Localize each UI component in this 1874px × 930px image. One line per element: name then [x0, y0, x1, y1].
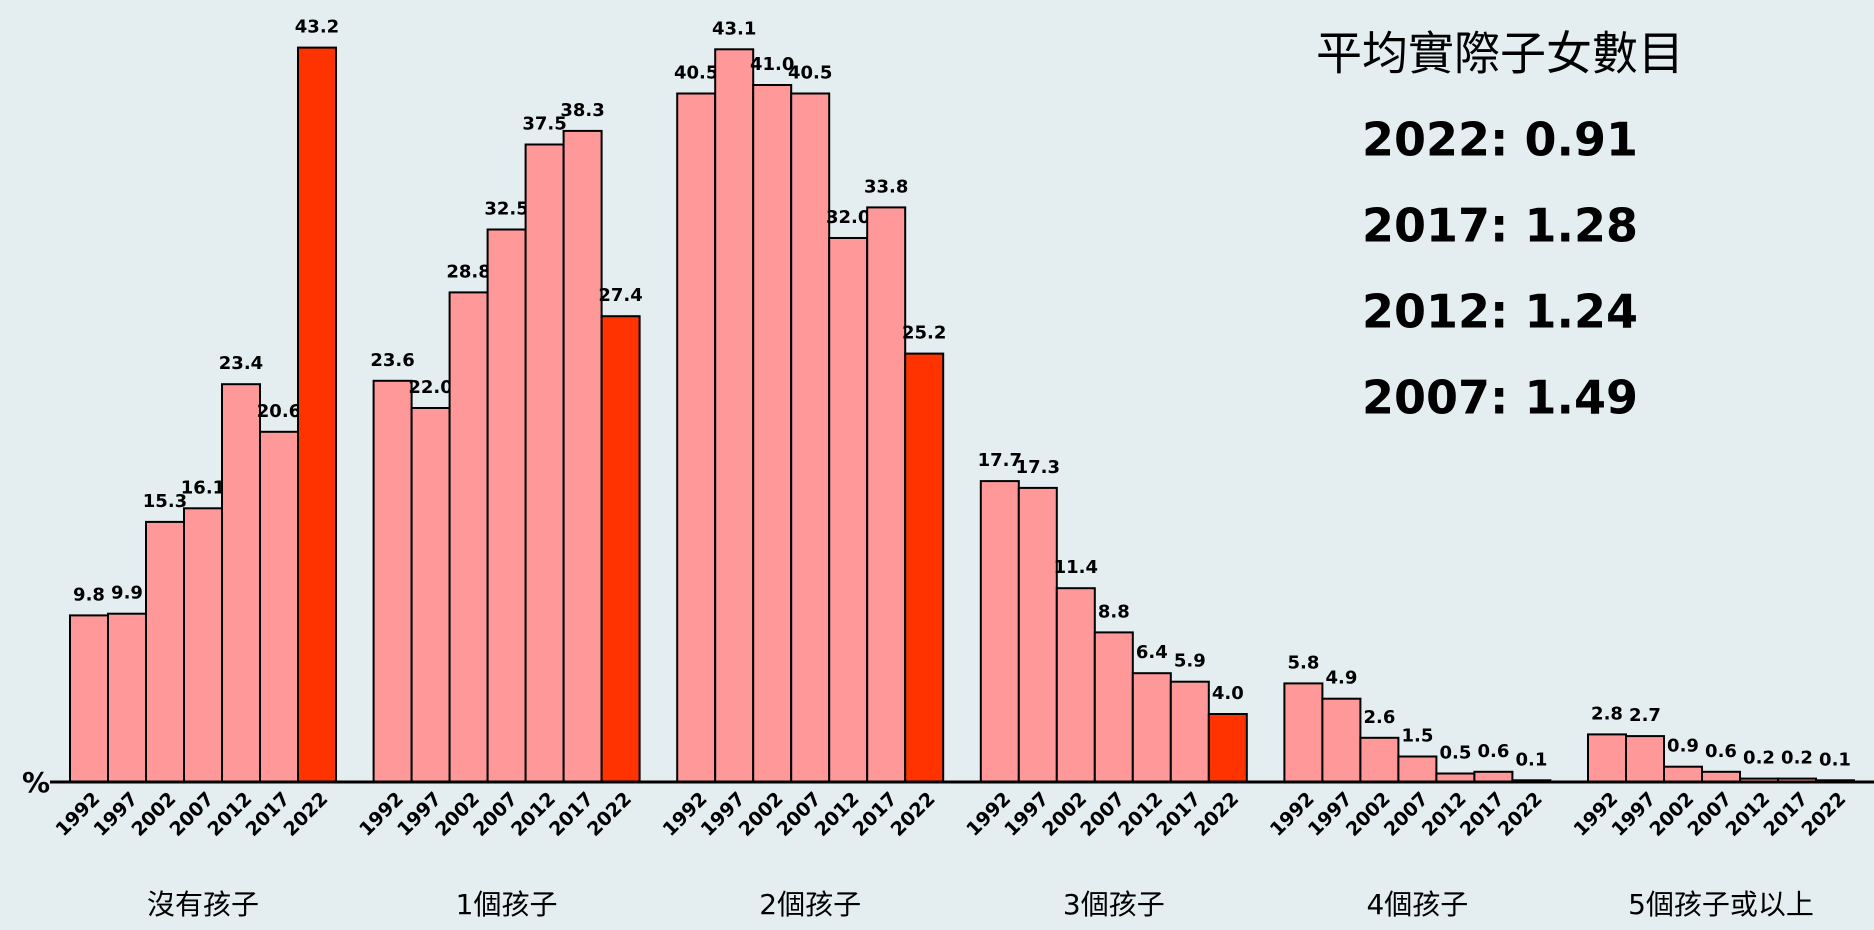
bar — [1093, 631, 1134, 784]
category-label: 1個孩子 — [456, 888, 558, 921]
value-label: 0.6 — [1477, 741, 1509, 762]
value-label: 43.2 — [295, 17, 339, 38]
value-label: 27.4 — [598, 285, 642, 306]
bar — [979, 480, 1020, 783]
bar — [714, 48, 755, 784]
bar — [866, 206, 907, 783]
bar — [221, 383, 261, 783]
bar — [1017, 486, 1058, 783]
bar — [372, 379, 413, 783]
annotation-line: 2022: 0.91 — [1362, 113, 1638, 167]
bar — [562, 129, 603, 783]
bar — [259, 430, 299, 783]
category-label: 2個孩子 — [759, 888, 861, 921]
bar — [448, 291, 489, 783]
bar — [69, 614, 109, 784]
value-label: 0.2 — [1743, 748, 1775, 769]
value-label: 4.9 — [1325, 668, 1357, 689]
value-label: 0.2 — [1781, 748, 1813, 769]
value-label: 23.4 — [219, 353, 263, 374]
value-label: 33.8 — [864, 176, 908, 197]
value-label: 2.8 — [1591, 703, 1623, 724]
value-label: 8.8 — [1098, 601, 1130, 622]
annotation-line: 2012: 1.24 — [1362, 285, 1638, 339]
value-label: 32.5 — [484, 199, 528, 220]
bar — [1055, 587, 1096, 784]
bar — [676, 92, 717, 783]
bar — [297, 46, 337, 784]
value-label: 0.1 — [1819, 749, 1851, 770]
category-label: 4個孩子 — [1366, 888, 1468, 921]
value-label: 0.6 — [1705, 741, 1737, 762]
value-label: 17.7 — [978, 450, 1022, 471]
value-label: 16.1 — [181, 477, 225, 498]
category-label: 沒有孩子 — [147, 888, 259, 921]
value-label: 37.5 — [522, 114, 566, 135]
annotation-line: 2007: 1.49 — [1362, 371, 1638, 425]
value-label: 5.8 — [1287, 652, 1319, 673]
value-label: 22.0 — [408, 377, 452, 398]
value-label: 43.1 — [712, 18, 756, 39]
annotation-line: 2017: 1.28 — [1362, 199, 1638, 253]
value-label: 15.3 — [143, 491, 187, 512]
category-label: 3個孩子 — [1063, 888, 1165, 921]
bar — [145, 520, 185, 784]
bar — [828, 237, 869, 783]
bar — [1625, 735, 1665, 783]
value-label: 32.0 — [826, 207, 870, 228]
bar — [904, 352, 945, 783]
value-label: 38.3 — [560, 100, 604, 121]
value-label: 9.9 — [111, 583, 143, 604]
category-label: 5個孩子或以上 — [1628, 888, 1814, 921]
bar — [1473, 770, 1514, 783]
bar — [1397, 755, 1438, 783]
bar — [1701, 770, 1741, 783]
value-label: 40.5 — [788, 63, 832, 84]
value-label: 2.6 — [1363, 707, 1395, 728]
bar — [1359, 736, 1400, 783]
bar — [1283, 682, 1324, 784]
value-label: 5.9 — [1174, 651, 1206, 672]
value-label: 41.0 — [750, 54, 794, 75]
value-label: 25.2 — [902, 323, 946, 344]
bar — [524, 143, 565, 783]
bar — [107, 612, 147, 784]
value-label: 0.9 — [1667, 736, 1699, 757]
value-label: 28.8 — [446, 261, 490, 282]
bar — [1663, 765, 1703, 784]
bar — [752, 84, 793, 783]
bar — [1321, 697, 1362, 784]
value-label: 0.5 — [1439, 743, 1471, 764]
value-label: 17.3 — [1016, 457, 1060, 478]
y-axis-label: % — [22, 766, 50, 799]
value-label: 0.1 — [1515, 749, 1547, 770]
bar — [1207, 713, 1248, 783]
value-label: 6.4 — [1136, 642, 1168, 663]
bar — [1587, 733, 1627, 784]
value-label: 11.4 — [1054, 557, 1098, 578]
annotation-title: 平均實際子女數目 — [1316, 27, 1684, 81]
value-label: 23.6 — [370, 350, 414, 371]
value-label: 40.5 — [674, 63, 718, 84]
bar — [486, 228, 527, 783]
bar — [183, 507, 223, 783]
value-label: 1.5 — [1401, 726, 1433, 747]
value-label: 20.6 — [257, 401, 301, 422]
value-label: 4.0 — [1212, 683, 1244, 704]
bar — [1169, 680, 1210, 784]
bar — [1131, 672, 1172, 784]
bar — [790, 92, 831, 783]
value-label: 9.8 — [73, 584, 105, 605]
bar — [600, 315, 641, 783]
bar — [410, 407, 451, 783]
value-label: 2.7 — [1629, 705, 1661, 726]
